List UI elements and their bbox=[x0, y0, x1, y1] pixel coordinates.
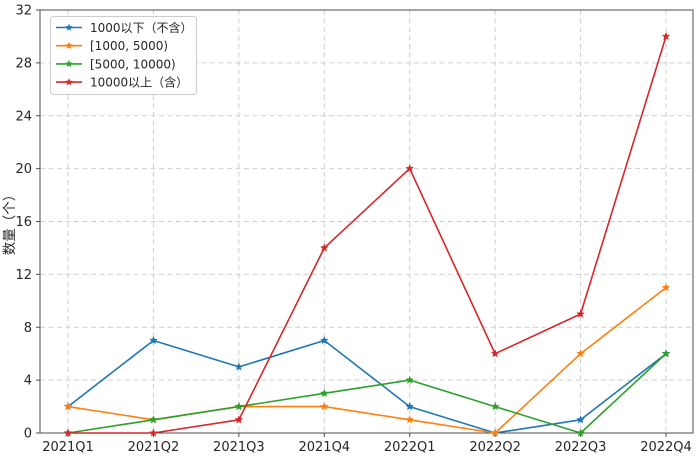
data-point-marker bbox=[234, 362, 244, 371]
data-point-marker bbox=[319, 335, 329, 345]
data-point-marker bbox=[149, 335, 158, 345]
y-tick-label: 20 bbox=[15, 162, 32, 177]
data-point-marker bbox=[405, 164, 415, 173]
data-point-marker bbox=[234, 402, 244, 411]
y-tick-label: 8 bbox=[24, 321, 32, 336]
legend-marker-icon bbox=[65, 59, 73, 68]
legend-label: [1000, 5000) bbox=[90, 39, 168, 53]
x-tick-label: 2022Q3 bbox=[555, 440, 607, 455]
legend-label: [5000, 10000) bbox=[90, 57, 176, 71]
series-3 bbox=[63, 31, 671, 437]
data-point-marker bbox=[149, 415, 158, 424]
data-point-marker bbox=[319, 243, 329, 252]
data-point-marker bbox=[576, 428, 585, 437]
legend-box bbox=[50, 16, 197, 95]
data-point-marker bbox=[490, 402, 500, 411]
x-tick-label: 2022Q4 bbox=[640, 440, 692, 455]
y-tick-label: 4 bbox=[24, 374, 32, 389]
y-tick-label: 24 bbox=[15, 109, 32, 124]
x-axis: 2021Q1 2021Q2 2021Q3 2021Q4 2022Q1 2022Q2 2022… bbox=[42, 433, 692, 455]
x-tick-label: 2021Q2 bbox=[128, 440, 180, 455]
data-point-marker bbox=[319, 388, 329, 398]
data-point-marker bbox=[576, 415, 585, 424]
y-tick-label: 32 bbox=[15, 4, 32, 19]
gridlines bbox=[40, 10, 693, 433]
legend-item: [5000, 10000) bbox=[56, 57, 176, 71]
data-point-marker bbox=[405, 402, 415, 411]
data-point-marker bbox=[405, 375, 415, 384]
x-tick-label: 2022Q1 bbox=[384, 440, 436, 455]
data-point-marker bbox=[661, 349, 671, 358]
y-tick-label: 12 bbox=[15, 268, 32, 283]
data-point-marker bbox=[661, 283, 671, 292]
legend-item: 1000以下（不含） bbox=[56, 20, 193, 35]
legend: 1000以下（不含） [1000, 5000) [5000, 10000) 10000… bbox=[50, 16, 197, 95]
y-axis-title: 数量（个） bbox=[2, 188, 18, 256]
legend-marker-icon bbox=[65, 78, 73, 86]
legend-label: 1000以下（不含） bbox=[90, 20, 193, 35]
y-tick-label: 28 bbox=[15, 56, 32, 71]
legend-marker-icon bbox=[65, 41, 73, 49]
x-tick-label: 2022Q2 bbox=[469, 440, 521, 455]
data-point-marker bbox=[576, 309, 585, 318]
data-point-marker bbox=[63, 428, 73, 437]
data-point-marker bbox=[490, 428, 500, 437]
x-tick-label: 2021Q4 bbox=[298, 440, 350, 455]
y-axis: 0 4 8 12 16 20 24 28 32 bbox=[15, 4, 40, 442]
data-point-marker bbox=[576, 349, 585, 358]
x-tick-label: 2021Q1 bbox=[42, 440, 94, 455]
data-point-marker bbox=[490, 349, 500, 358]
series-2 bbox=[63, 349, 671, 437]
series-line bbox=[67, 352, 667, 434]
series-line bbox=[67, 35, 667, 434]
legend-label: 10000以上（含） bbox=[90, 75, 188, 90]
data-point-marker bbox=[149, 428, 158, 437]
series-line bbox=[67, 339, 667, 434]
legend-item: 10000以上（含） bbox=[56, 75, 188, 90]
y-tick-label: 16 bbox=[15, 215, 32, 230]
y-tick-label: 0 bbox=[24, 427, 32, 442]
data-point-marker bbox=[405, 415, 415, 424]
x-tick-label: 2021Q3 bbox=[213, 440, 265, 455]
legend-marker-icon bbox=[65, 23, 73, 31]
data-point-marker bbox=[234, 415, 244, 424]
data-point-marker bbox=[319, 402, 329, 411]
legend-item: [1000, 5000) bbox=[56, 39, 168, 53]
data-point-marker bbox=[661, 31, 671, 41]
data-point-marker bbox=[63, 402, 73, 411]
